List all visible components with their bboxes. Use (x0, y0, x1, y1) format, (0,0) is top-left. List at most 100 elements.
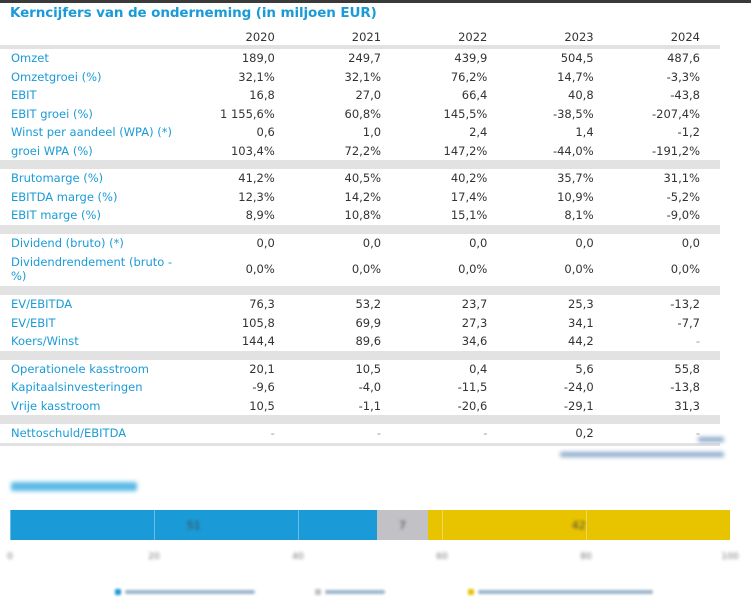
table-row: EV/EBITDA 76,3 53,2 23,7 25,3 -13,2 (0, 295, 720, 314)
value-cell: 14,7% (557, 69, 594, 84)
footnote-line-2-source (560, 452, 724, 457)
gridline (10, 504, 11, 544)
value-cell: 60,8% (344, 106, 382, 121)
row-label: Koers/Winst (11, 334, 79, 349)
value-cell: 10,5 (355, 361, 382, 376)
x-tick-label: 60 (436, 552, 448, 562)
page-title: Kerncijfers van de onderneming (in miljo… (10, 5, 377, 21)
value-cell: 0,0% (564, 262, 594, 276)
table-row: Omzet 189,0 249,7 439,9 504,5 487,6 (0, 47, 720, 68)
value-cell: 12,3% (238, 189, 275, 204)
row-label: EV/EBITDA (11, 297, 73, 312)
value-cell: -191,2% (652, 143, 700, 158)
value-cell: 40,2% (450, 171, 488, 186)
group-separator (0, 224, 720, 234)
table-row: groei WPA (%) 103,4% 72,2% 147,2% -44,0% -191… (0, 142, 720, 161)
legend-item (115, 588, 255, 596)
table-row: Nettoschuld/EBITDA - - - 0,2 - (0, 424, 720, 443)
x-tick-label: 100 (721, 552, 739, 562)
value-cell: 10,5 (249, 398, 275, 413)
x-tick-label: 20 (148, 552, 160, 562)
bar-segment (10, 510, 378, 540)
value-cell: 76,3 (249, 297, 275, 312)
value-cell: -29,1 (563, 398, 594, 413)
row-label: Omzetgroei (%) (11, 69, 102, 84)
row-label: EBIT (11, 88, 37, 103)
gridline (298, 504, 299, 544)
value-cell: - (483, 426, 488, 441)
header-label-cell (0, 28, 189, 49)
table-row: Dividend (bruto) (*) 0,0 0,0 0,0 0,0 0,0 (0, 234, 720, 253)
row-label: EBITDA marge (%) (11, 189, 118, 204)
value-cell: -20,6 (457, 398, 488, 413)
value-cell: 76,2% (450, 69, 488, 84)
value-cell: 144,4 (241, 334, 275, 349)
value-cell: -44,0% (552, 143, 594, 158)
value-cell: 55,8 (674, 361, 700, 376)
value-cell: 31,1% (663, 171, 700, 186)
table-row: EBIT marge (%) 8,9% 10,8% 15,1% 8,1% -9,0% (0, 206, 720, 225)
value-cell: -3,3% (666, 69, 700, 84)
value-cell: -24,0 (563, 380, 594, 395)
value-cell: -13,2 (670, 297, 700, 312)
x-tick-label: 80 (580, 552, 592, 562)
bar-data-label: 7 (398, 519, 406, 532)
table-row: Operationele kasstroom 20,1 10,5 0,4 5,6 55,8 (0, 360, 720, 379)
value-cell: 1,0 (362, 125, 382, 140)
value-cell: 249,7 (348, 51, 382, 66)
value-cell: 17,4% (450, 189, 488, 204)
year-header-row: 2020 2021 2022 2023 2024 (0, 28, 720, 49)
year-header: 2024 (613, 28, 720, 49)
row-label: EV/EBIT (11, 315, 56, 330)
value-cell: - (270, 426, 275, 441)
table-row: EBIT groei (%) 1 155,6% 60,8% 145,5% -38,5% -… (0, 105, 720, 124)
value-cell: -4,0 (358, 380, 382, 395)
bar-data-label: 51 (186, 519, 201, 532)
value-cell: 147,2% (443, 143, 488, 158)
value-cell: 0,0 (362, 235, 382, 250)
top-border (0, 0, 751, 3)
value-cell: 103,4% (230, 143, 275, 158)
legend-item (315, 588, 385, 596)
value-cell: 16,8 (249, 88, 275, 103)
value-cell: 25,3 (568, 297, 594, 312)
value-cell: -9,6 (252, 380, 275, 395)
value-cell: 66,4 (461, 88, 488, 103)
value-cell: -9,0% (666, 208, 700, 223)
value-cell: 89,6 (355, 334, 382, 349)
row-label: Brutomarge (%) (11, 171, 104, 186)
table-row: Dividendrendement (bruto - %) 0,0% 0,0% 0,0… (0, 252, 720, 286)
value-cell: 32,1% (344, 69, 382, 84)
legend-label-blurred (325, 590, 385, 594)
value-cell: 10,8% (344, 208, 382, 223)
separator-cell (0, 286, 720, 295)
separator-cell (0, 442, 720, 446)
value-cell: 1,4 (575, 125, 594, 140)
row-label: Omzet (11, 51, 49, 66)
row-label: Winst per aandeel (WPA) (*) (11, 125, 172, 140)
value-cell: 72,2% (344, 143, 382, 158)
group-separator (0, 160, 720, 169)
value-cell: 44,2 (568, 334, 594, 349)
legend-label-blurred (125, 590, 255, 594)
table-row: Omzetgroei (%) 32,1% 32,1% 76,2% 14,7% -3,3% (0, 68, 720, 87)
value-cell: 189,0 (241, 51, 275, 66)
value-cell: 10,9% (557, 189, 594, 204)
value-cell: 53,2 (355, 297, 382, 312)
value-cell: 8,1% (564, 208, 594, 223)
value-cell: 487,6 (667, 51, 700, 66)
value-cell: -38,5% (552, 106, 594, 121)
value-cell: -7,7 (677, 315, 700, 330)
value-cell: 0,6 (256, 125, 275, 140)
value-cell: 0,0% (670, 262, 700, 276)
value-cell: 504,5 (560, 51, 594, 66)
table-row: Kapitaalsinvesteringen -9,6 -4,0 -11,5 -24,0… (0, 378, 720, 397)
value-cell: - (695, 334, 700, 349)
value-cell: 0,0 (681, 235, 700, 250)
value-cell: - (695, 426, 700, 441)
value-cell: 69,9 (355, 315, 382, 330)
year-header: 2022 (401, 28, 508, 49)
value-cell: 40,8 (568, 88, 594, 103)
gridline (730, 504, 731, 544)
value-cell: -5,2% (666, 189, 700, 204)
